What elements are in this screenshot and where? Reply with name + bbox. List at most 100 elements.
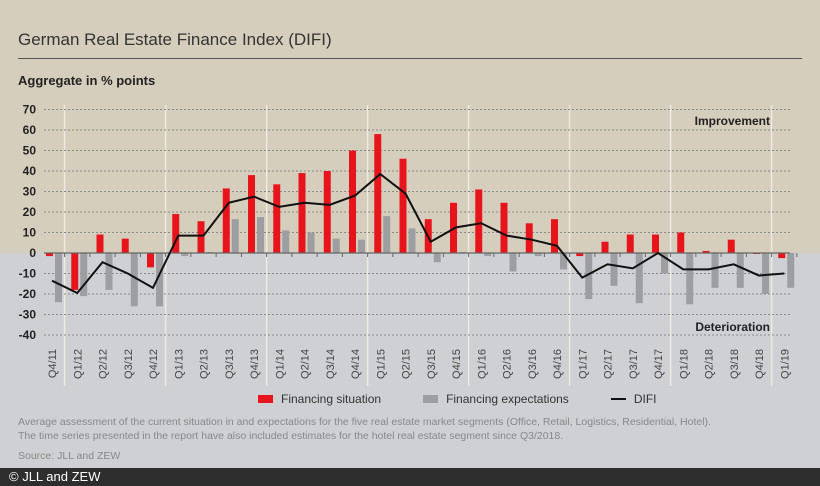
bar-financing-situation — [96, 234, 104, 253]
bar-financing-situation — [475, 189, 483, 253]
bar-financing-expectations — [257, 217, 264, 253]
bar-financing-expectations — [661, 253, 668, 274]
y-tick-label: 40 — [23, 164, 37, 178]
bar-financing-situation — [702, 250, 710, 253]
x-tick-label: Q4/12 — [148, 349, 160, 379]
bar-financing-situation — [349, 150, 356, 253]
x-tick-label: Q4/17 — [653, 349, 665, 379]
improvement-label: Improvement — [695, 114, 770, 128]
legend-label: Financing expectations — [446, 392, 569, 406]
copyright-bar: © JLL and ZEW — [0, 468, 820, 486]
x-tick-label: Q3/17 — [628, 349, 640, 379]
y-axis-label: Aggregate in % points — [18, 73, 156, 88]
bar-financing-expectations — [80, 253, 88, 297]
page-title: German Real Estate Finance Index (DIFI) — [18, 30, 332, 49]
bar-financing-situation — [727, 239, 735, 253]
bar-financing-expectations — [509, 253, 517, 272]
bar-financing-expectations — [332, 238, 340, 253]
bar-financing-expectations — [484, 253, 492, 257]
bar-financing-situation — [551, 219, 558, 253]
bar-financing-expectations — [55, 253, 62, 303]
bar-financing-expectations — [282, 230, 290, 253]
bar-financing-situation — [197, 221, 205, 253]
bar-financing-situation — [222, 188, 230, 253]
y-tick-label: -20 — [19, 287, 37, 301]
x-tick-label: Q3/12 — [123, 349, 135, 379]
y-tick-label: 30 — [23, 185, 37, 199]
x-tick-label: Q3/13 — [224, 349, 236, 379]
bar-financing-situation — [778, 253, 786, 259]
title-divider — [18, 58, 802, 59]
x-tick-label: Q3/18 — [729, 349, 741, 379]
x-tick-label: Q1/19 — [779, 349, 791, 379]
bar-financing-situation — [298, 173, 306, 253]
bar-financing-situation — [525, 223, 533, 253]
bar-financing-situation — [248, 175, 255, 253]
x-tick-label: Q2/14 — [300, 349, 312, 379]
deterioration-label: Deterioration — [695, 320, 770, 334]
y-tick-label: 20 — [23, 205, 37, 219]
x-tick-label: Q2/15 — [401, 349, 413, 379]
legend-line — [610, 398, 626, 400]
bar-financing-expectations — [181, 253, 189, 257]
difi-chart: 70 60 50 40 30 20 10 0 -10 -20 -30 -40 Improvement De… — [19, 103, 798, 386]
y-tick-label: -30 — [19, 308, 37, 322]
difi-line — [51, 172, 785, 295]
bar-financing-situation — [576, 253, 584, 257]
x-tick-label: Q1/12 — [72, 349, 84, 379]
y-tick-label: 60 — [23, 123, 37, 137]
y-tick-label: -40 — [19, 328, 37, 342]
y-tick-label: 10 — [23, 226, 37, 240]
source-note: Source: JLL and ZEW — [18, 450, 121, 462]
bar-financing-situation — [652, 234, 659, 253]
bar-financing-expectations — [383, 216, 391, 253]
bar-financing-situation — [399, 158, 407, 253]
legend-swatch-gray — [423, 395, 439, 403]
x-tick-label: Q1/13 — [173, 349, 185, 379]
bar-financing-expectations — [560, 253, 567, 270]
x-tick-label: Q4/11 — [47, 349, 59, 378]
x-tick-label: Q3/14 — [325, 349, 337, 379]
bar-financing-expectations — [307, 232, 315, 253]
bar-financing-situation — [374, 134, 382, 253]
x-tick-label: Q4/15 — [451, 349, 463, 379]
legend-difi: DIFI — [610, 391, 657, 407]
bar-financing-expectations — [408, 228, 416, 253]
x-tick-label: Q2/12 — [98, 349, 110, 379]
bar-financing-expectations — [711, 253, 719, 288]
bar-financing-expectations — [762, 253, 769, 294]
y-tick-label: 70 — [23, 103, 37, 117]
bar-financing-expectations — [534, 253, 542, 257]
legend-label: DIFI — [633, 392, 657, 406]
bar-financing-situation — [626, 234, 634, 253]
bar-financing-expectations — [105, 253, 113, 290]
bar-financing-expectations — [130, 253, 138, 307]
x-tick-label: Q4/14 — [350, 349, 362, 379]
bar-financing-situation — [147, 253, 154, 268]
bar-financing-situation — [601, 241, 609, 253]
legend-financing-situation: Financing situation — [258, 391, 381, 407]
bar-financing-expectations — [231, 219, 239, 253]
bar-financing-expectations — [787, 253, 795, 288]
x-tick-label: Q2/18 — [704, 349, 716, 379]
bar-financing-expectations — [736, 253, 744, 288]
bar-financing-situation — [677, 232, 685, 253]
y-tick-label: 0 — [29, 246, 36, 260]
x-tick-label: Q3/16 — [527, 349, 539, 379]
x-tick-label: Q4/16 — [552, 349, 564, 379]
footnote-1: Average assessment of the current situat… — [18, 416, 711, 428]
x-tick-label: Q1/16 — [476, 349, 488, 379]
footnote-2: The time series presented in the report … — [18, 430, 564, 442]
bar-financing-situation — [172, 214, 180, 253]
legend-swatch-red — [258, 395, 273, 403]
x-tick-label: Q2/17 — [603, 349, 615, 379]
x-tick-label: Q2/13 — [199, 349, 211, 379]
bar-financing-situation — [71, 253, 79, 290]
bar-financing-expectations — [433, 253, 441, 263]
bar-financing-situation — [273, 184, 281, 253]
x-tick-label: Q1/17 — [577, 349, 589, 379]
header-band — [0, 0, 820, 253]
bar-financing-expectations — [686, 253, 694, 305]
y-tick-label: 50 — [23, 144, 37, 158]
x-tick-label: Q3/15 — [426, 349, 438, 379]
